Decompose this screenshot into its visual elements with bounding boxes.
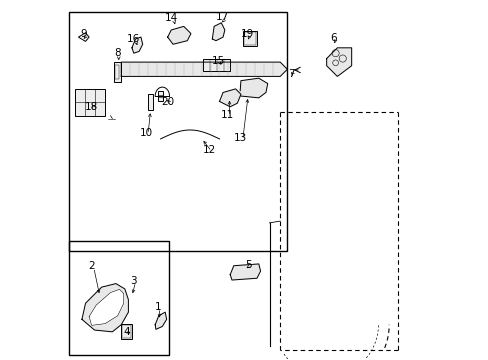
Text: 6: 6	[329, 33, 336, 43]
Text: 3: 3	[130, 276, 137, 286]
Bar	[69, 241, 169, 355]
Text: 11: 11	[220, 110, 233, 120]
Text: 15: 15	[211, 57, 224, 66]
Bar	[158, 91, 163, 102]
Polygon shape	[82, 284, 128, 332]
Text: 7: 7	[288, 69, 294, 79]
Text: 18: 18	[85, 103, 98, 112]
Bar	[244, 32, 255, 45]
Polygon shape	[326, 48, 351, 76]
Bar	[75, 89, 105, 116]
Bar	[121, 324, 132, 339]
Text: 2: 2	[88, 261, 95, 271]
Bar	[114, 62, 121, 82]
Text: 16: 16	[126, 34, 140, 44]
Text: 19: 19	[240, 28, 253, 39]
Text: 12: 12	[203, 145, 216, 156]
Polygon shape	[212, 23, 224, 41]
Bar	[203, 59, 230, 71]
Text: 20: 20	[161, 97, 174, 107]
Text: 17: 17	[215, 13, 228, 22]
Text: 4: 4	[123, 327, 130, 337]
Polygon shape	[230, 264, 260, 280]
Text: 10: 10	[139, 128, 152, 138]
Text: 5: 5	[244, 260, 251, 270]
Text: 14: 14	[164, 13, 178, 23]
Text: 8: 8	[114, 48, 121, 58]
Polygon shape	[89, 289, 123, 325]
Text: 9: 9	[80, 28, 87, 39]
Bar	[148, 94, 153, 111]
Bar	[242, 31, 257, 46]
Bar	[122, 325, 131, 338]
Bar	[115, 64, 119, 79]
Text: 1: 1	[154, 302, 161, 312]
Bar	[69, 12, 287, 251]
Polygon shape	[78, 33, 89, 41]
Polygon shape	[167, 26, 190, 44]
Polygon shape	[132, 37, 142, 53]
Polygon shape	[240, 78, 267, 98]
Text: 13: 13	[234, 133, 247, 143]
Polygon shape	[155, 312, 166, 329]
Polygon shape	[219, 89, 241, 107]
Polygon shape	[121, 62, 287, 76]
